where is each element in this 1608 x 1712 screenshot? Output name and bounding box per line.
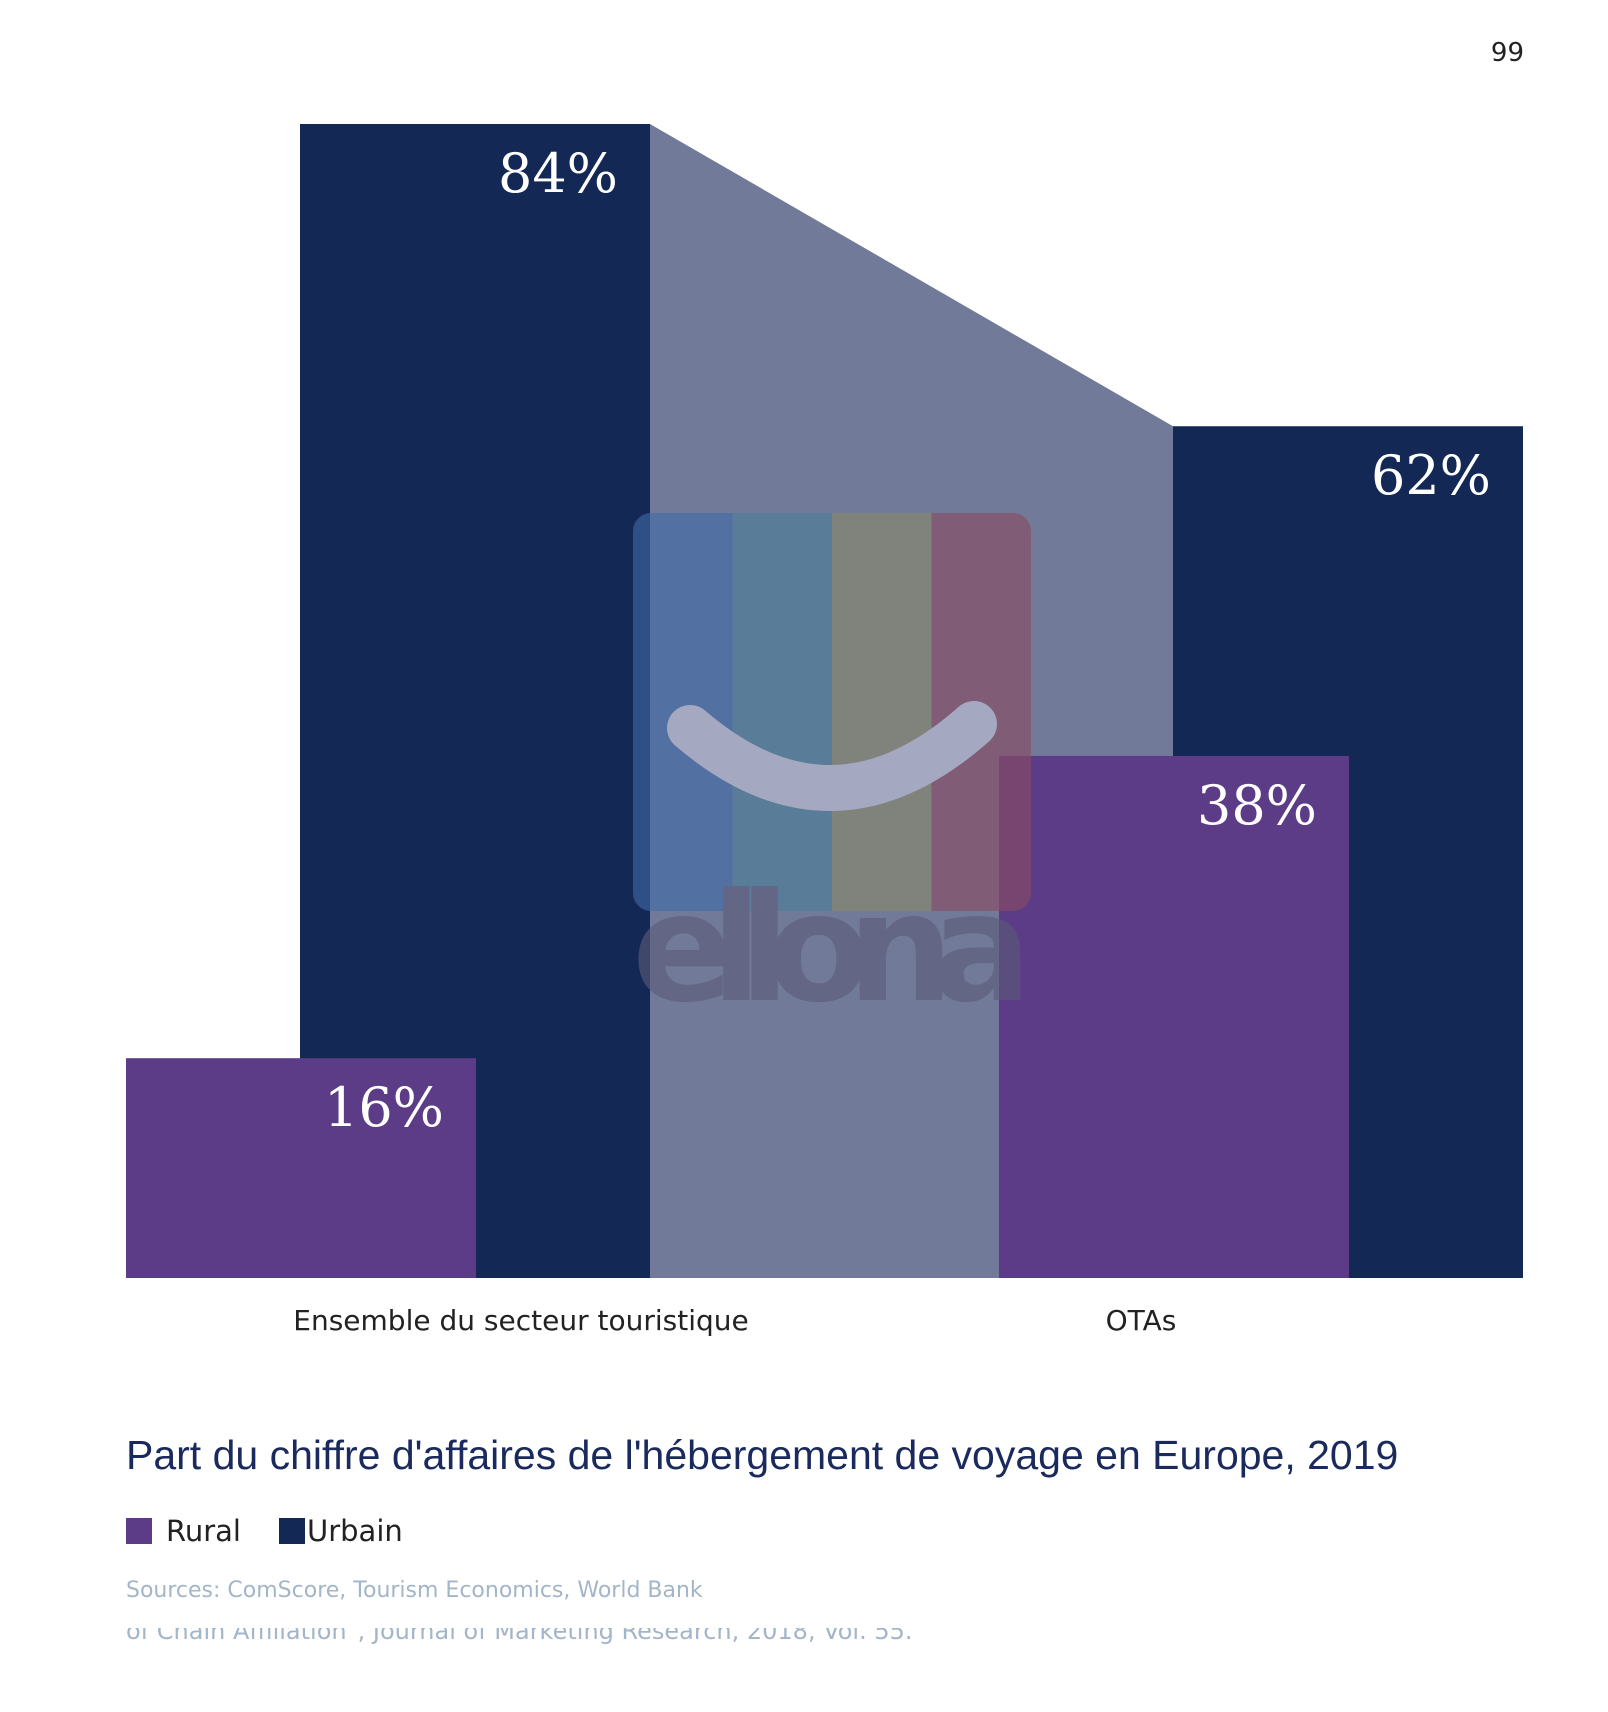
page-number: 99 — [1490, 38, 1524, 68]
bar-rural-0 — [126, 1058, 476, 1278]
data-label-urbain-1: 62% — [1371, 444, 1491, 507]
cutoff-footnote-text: of Chain Affiliation", Journal of Market… — [126, 1628, 913, 1645]
watermark-logo: ellona — [632, 513, 1032, 1036]
data-label-rural-0: 16% — [324, 1076, 444, 1139]
data-label-urbain-0: 84% — [498, 142, 618, 205]
legend-label-rural: Rural — [166, 1514, 241, 1548]
legend: Rural Urbain — [126, 1514, 441, 1548]
watermark-stripe — [732, 513, 833, 911]
legend-label-urbain: Urbain — [306, 1514, 403, 1548]
watermark-stripe — [832, 513, 932, 911]
legend-item-urbain: Urbain — [278, 1514, 403, 1548]
x-tick-label-1: OTAs — [1105, 1304, 1177, 1337]
chart: 84% 62% 16% 38% ellona — [126, 124, 1523, 1278]
sources-note: Sources: ComScore, Tourism Economics, Wo… — [126, 1578, 703, 1603]
watermark-smile-icon — [667, 701, 997, 811]
data-label-rural-1: 38% — [1197, 774, 1317, 837]
bar-rural-1 — [999, 755, 1349, 1278]
legend-item-rural: Rural — [126, 1514, 241, 1548]
chart-title: Part du chiffre d'affaires de l'hébergem… — [126, 1432, 1399, 1478]
watermark-text: ellona — [632, 862, 1032, 1036]
x-tick-label-0: Ensemble du secteur touristique — [293, 1304, 749, 1337]
legend-swatch-urbain — [278, 1518, 305, 1544]
cutoff-footnote: of Chain Affiliation", Journal of Market… — [126, 1628, 913, 1650]
legend-swatch-rural — [126, 1518, 152, 1544]
